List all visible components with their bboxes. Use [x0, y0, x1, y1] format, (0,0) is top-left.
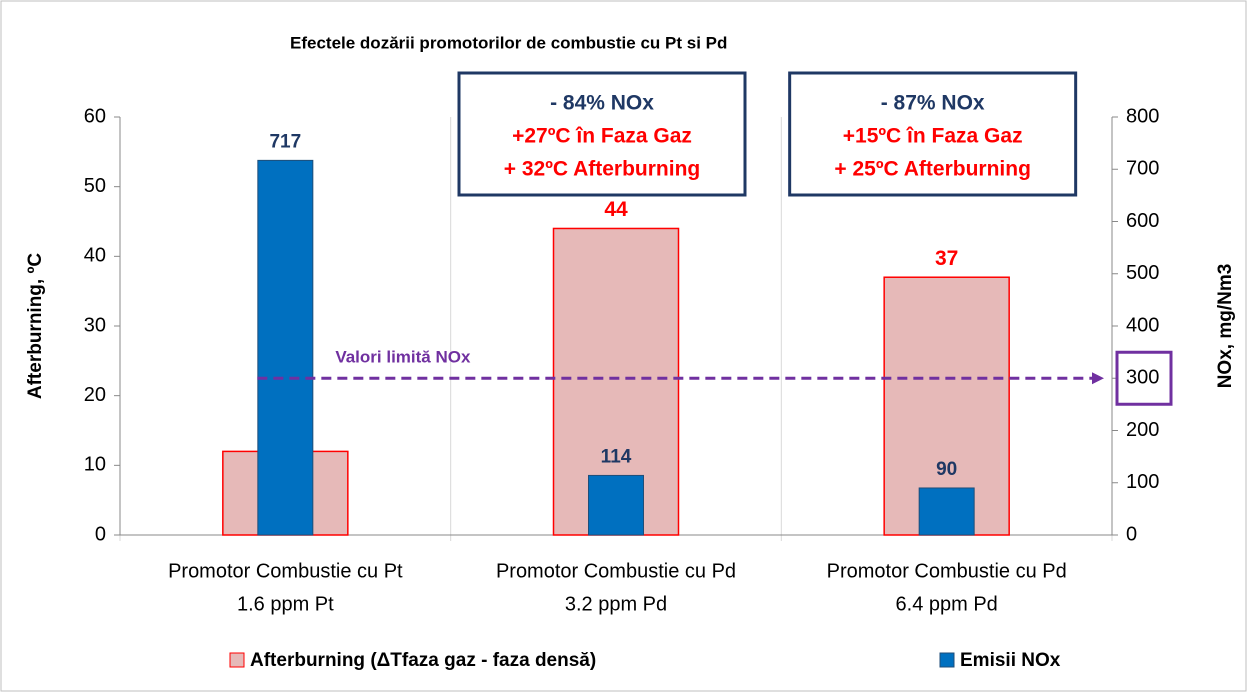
annotation-text: +15ºC în Faza Gaz [843, 125, 1023, 148]
y2-tick-label: 0 [1126, 523, 1137, 545]
x-tick-label: 6.4 ppm Pd [896, 593, 998, 615]
y-tick-label: 10 [84, 454, 106, 476]
y2-tick-label: 400 [1126, 314, 1159, 336]
y2-tick-label: 600 [1126, 210, 1159, 232]
x-tick-label: 3.2 ppm Pd [565, 593, 667, 615]
y2-tick-label: 800 [1126, 105, 1159, 127]
legend-swatch [939, 652, 955, 668]
bar [588, 474, 644, 536]
y2-tick-label: 200 [1126, 419, 1159, 441]
chart-title: Efectele dozării promotorilor de combust… [290, 33, 727, 52]
annotation-text: +27ºC în Faza Gaz [512, 125, 692, 148]
y2-axis-label: NOx, mg/Nm3 [1215, 264, 1236, 389]
x-tick-label: Promotor Combustie cu Pt [168, 560, 403, 582]
x-tick-label: Promotor Combustie cu Pd [496, 560, 736, 582]
limit-label: Valori limită NOx [335, 348, 471, 367]
data-label: 717 [269, 131, 301, 152]
legend-swatch [229, 652, 245, 668]
limit-tick-box [1115, 350, 1173, 406]
y-tick-label: 60 [84, 105, 106, 127]
bar [918, 487, 975, 536]
x-tick-label: Promotor Combustie cu Pd [827, 560, 1067, 582]
annotation-text: + 25ºC Afterburning [834, 158, 1031, 181]
bar [257, 159, 314, 536]
legend-label: Emisii NOx [960, 650, 1061, 671]
annotation-text: - 84% NOx [550, 92, 654, 115]
legend-label: Afterburning (ΔTfaza gaz - faza densă) [250, 650, 596, 671]
annotation-box [457, 71, 747, 197]
y-tick-label: 0 [95, 523, 106, 545]
y-tick-label: 20 [84, 384, 106, 406]
data-label: 44 [604, 198, 628, 221]
annotation-box [788, 71, 1078, 197]
limit-arrow [1092, 372, 1104, 385]
y2-tick-label: 300 [1126, 367, 1159, 389]
annotation-text: - 87% NOx [881, 92, 985, 115]
y2-tick-label: 100 [1126, 471, 1159, 493]
y2-tick-label: 500 [1126, 262, 1159, 284]
y-axis-label: Afterburning, ºC [25, 253, 46, 400]
x-tick-label: 1.6 ppm Pt [237, 593, 334, 615]
y-tick-label: 40 [84, 245, 106, 267]
data-label: 114 [601, 446, 632, 467]
annotation-text: + 32ºC Afterburning [504, 158, 701, 181]
data-label: 37 [935, 247, 958, 270]
y-tick-label: 50 [84, 175, 106, 197]
data-label: 90 [936, 459, 957, 480]
y2-tick-label: 700 [1126, 158, 1159, 180]
y-tick-label: 30 [84, 314, 106, 336]
